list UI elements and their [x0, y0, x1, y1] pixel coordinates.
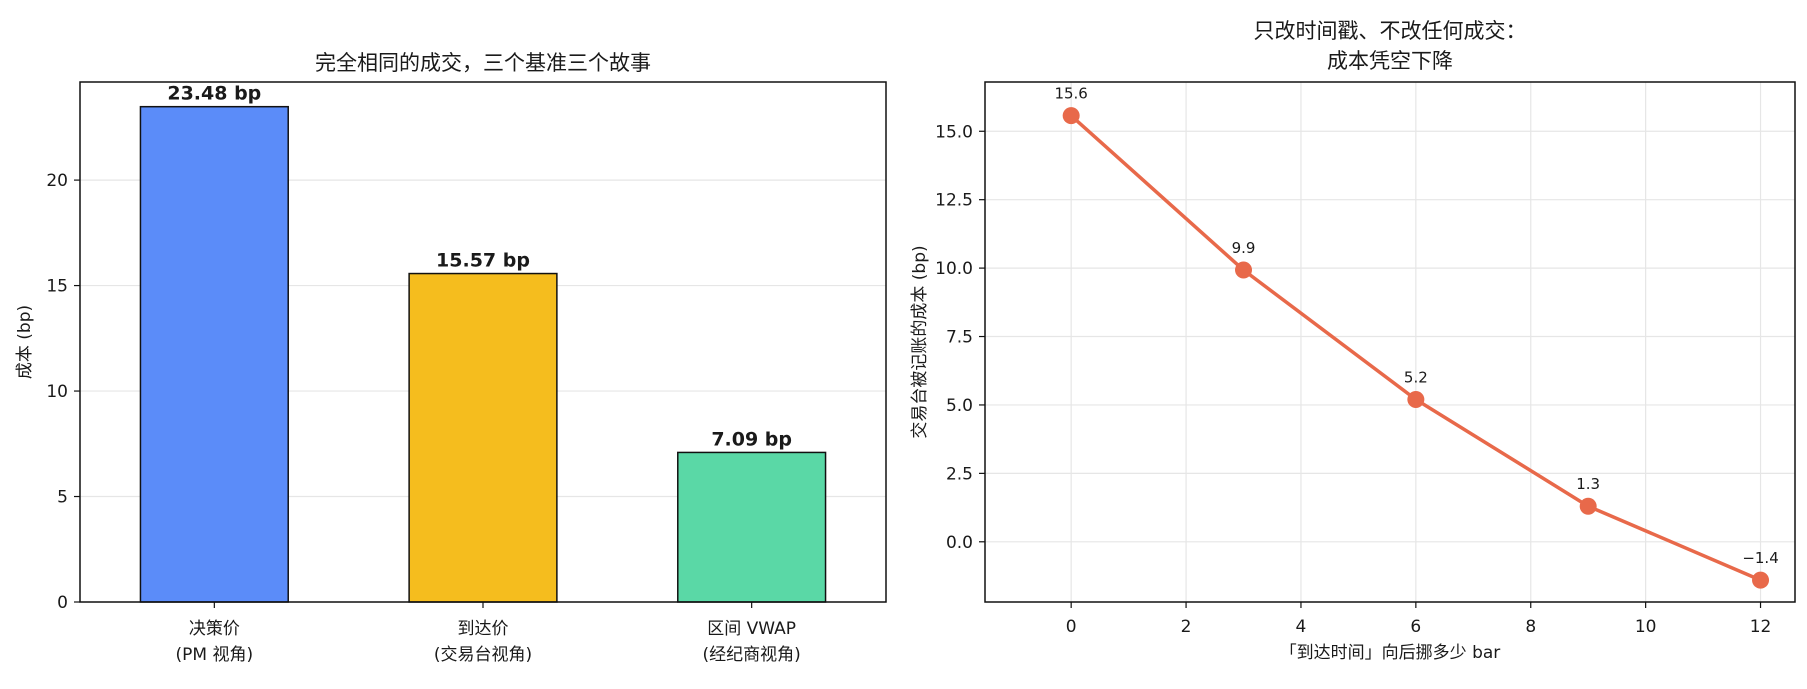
- data-point-label: −1.4: [1742, 549, 1778, 567]
- y-tick-label: 10.0: [935, 259, 973, 279]
- bar: [677, 451, 827, 603]
- data-point: [1062, 107, 1080, 125]
- x-tick-label: 0: [1066, 617, 1077, 637]
- plot-frame: [79, 81, 887, 603]
- data-point-label: 1.3: [1576, 475, 1600, 493]
- x-tick-label: 10: [1635, 617, 1657, 637]
- y-axis-label: 成本 (bp): [15, 305, 35, 379]
- data-point: [1235, 261, 1253, 279]
- plot-frame: [984, 81, 1796, 603]
- chart-title: 只改时间戳、不改任何成交：: [1254, 19, 1527, 43]
- bar-value-label: 7.09 bp: [711, 428, 792, 450]
- y-tick-label: 20: [46, 171, 68, 191]
- bar-value-label: 15.57 bp: [436, 250, 530, 272]
- x-axis-label: 「到达时间」向后挪多少 bar: [1280, 643, 1501, 663]
- y-tick-label: 10: [46, 382, 68, 402]
- x-tick-label: 2: [1181, 617, 1192, 637]
- y-tick-label: 2.5: [946, 464, 973, 484]
- line-chart: 15.6 9.9 5.2 1.3 −1.4 0 2 4 6 8 10 12 0.0 2.5 5.0 7.5 10…: [910, 19, 1796, 663]
- bar: [139, 105, 289, 603]
- x-tick-label: (经纪商视角): [703, 645, 801, 665]
- data-point-label: 5.2: [1404, 368, 1428, 386]
- x-tick-label: 6: [1410, 617, 1421, 637]
- data-point: [1407, 390, 1425, 408]
- chart-title: 成本凭空下降: [1327, 49, 1453, 73]
- y-tick-label: 12.5: [935, 191, 973, 211]
- x-tick-label: (PM 视角): [176, 645, 254, 665]
- x-tick-label: 区间 VWAP: [707, 619, 796, 639]
- x-tick-label: 4: [1296, 617, 1307, 637]
- x-tick-label: 12: [1750, 617, 1772, 637]
- x-tick-label: 决策价: [189, 619, 240, 639]
- x-tick-label: 到达价: [458, 619, 509, 639]
- x-tick-label: (交易台视角): [434, 645, 532, 665]
- y-tick-label: 7.5: [946, 328, 973, 348]
- x-tick-label: 8: [1525, 617, 1536, 637]
- y-tick-label: 0: [57, 593, 68, 613]
- data-point-label: 15.6: [1054, 85, 1087, 103]
- y-axis-label: 交易台被记账的成本 (bp): [910, 245, 930, 438]
- data-point: [1579, 497, 1597, 515]
- y-tick-label: 5: [57, 488, 68, 508]
- y-tick-label: 15.0: [935, 122, 973, 142]
- data-point-label: 9.9: [1232, 239, 1256, 257]
- y-tick-label: 0.0: [946, 533, 973, 553]
- y-tick-label: 15: [46, 277, 68, 297]
- bar: [408, 272, 558, 603]
- chart-title: 完全相同的成交，三个基准三个故事: [315, 51, 651, 75]
- data-point: [1752, 571, 1770, 589]
- y-tick-label: 5.0: [946, 396, 973, 416]
- bar-value-label: 23.48 bp: [167, 83, 261, 105]
- bar-chart: 23.48 bp 决策价 (PM 视角) 15.57 bp 到达价 (交易台视角) 7.09…: [15, 51, 887, 665]
